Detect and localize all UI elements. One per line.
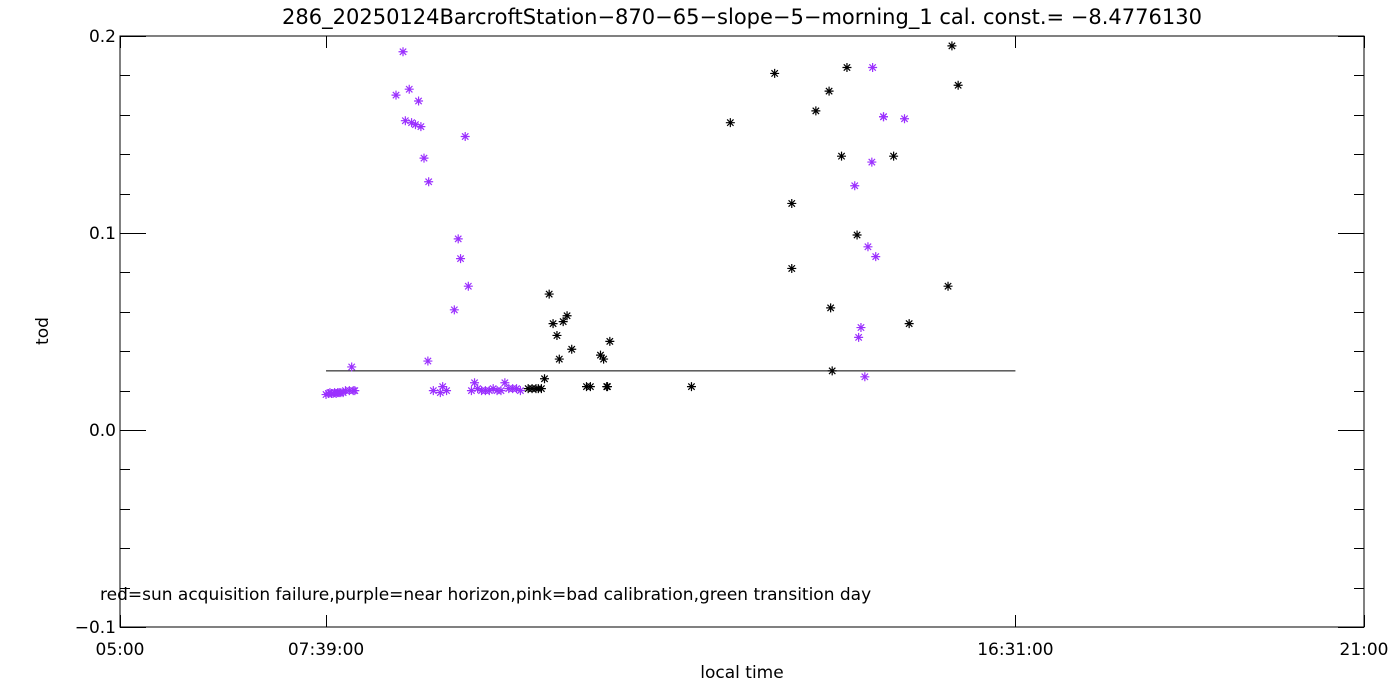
data-point-s0 — [391, 90, 401, 100]
data-point-s1 — [787, 263, 797, 273]
data-point-s1 — [595, 350, 605, 360]
data-point-s0 — [856, 323, 866, 333]
data-point-s0 — [449, 305, 459, 315]
x-tick-label: 16:31:00 — [977, 640, 1053, 660]
data-point-s1 — [811, 106, 821, 116]
data-point-s0 — [400, 116, 410, 126]
plot-border — [119, 35, 1365, 628]
data-point-s0 — [321, 390, 331, 400]
data-point-s0 — [453, 234, 463, 244]
data-point-s1 — [562, 311, 572, 321]
data-point-s1 — [686, 382, 696, 392]
legend-note: red=sun acquisition failure,purple=near … — [100, 585, 871, 605]
data-point-s0 — [484, 386, 494, 396]
data-point-s2 — [953, 80, 963, 90]
data-point-s0 — [496, 386, 506, 396]
x-axis-label: local time — [700, 663, 783, 683]
data-point-s0 — [871, 252, 881, 262]
y-tick-label: −0.1 — [75, 618, 116, 638]
data-point-s1 — [567, 344, 577, 354]
data-point-s1 — [824, 86, 834, 96]
data-points — [321, 41, 963, 400]
data-point-s0 — [463, 281, 473, 291]
data-point-s1 — [554, 354, 564, 364]
data-point-s0 — [414, 96, 424, 106]
data-point-s1 — [943, 281, 953, 291]
data-point-s0 — [500, 378, 510, 388]
chart-title: 286_20250124BarcroftStation−870−65−slope… — [282, 5, 1202, 30]
data-point-s0 — [347, 362, 357, 372]
data-point-s0 — [867, 157, 877, 167]
y-axis-ticks: −0.1 0.0 0.1 0.2 — [75, 27, 1364, 638]
data-point-s0 — [512, 384, 522, 394]
data-point-s0 — [863, 242, 873, 252]
data-point-s1 — [552, 330, 562, 340]
x-tick-label: 07:39:00 — [288, 640, 364, 660]
data-point-s1 — [904, 319, 914, 329]
data-point-s1 — [725, 118, 735, 128]
data-point-s0 — [438, 382, 448, 392]
data-point-s0 — [854, 332, 864, 342]
data-point-s1 — [558, 317, 568, 327]
data-point-s0 — [350, 386, 360, 396]
data-point-s0 — [473, 384, 483, 394]
data-point-s1 — [605, 336, 615, 346]
data-point-s0 — [407, 118, 417, 128]
data-point-s0 — [442, 386, 452, 396]
data-point-s0 — [460, 131, 470, 141]
data-point-s1 — [826, 303, 836, 313]
y-tick-label: 0.2 — [89, 27, 116, 47]
y-tick-label: 0.1 — [89, 224, 116, 244]
data-point-s0 — [850, 181, 860, 191]
data-point-s1 — [827, 366, 837, 376]
data-point-s0 — [424, 177, 434, 187]
x-tick-label: 05:00 — [96, 640, 145, 660]
data-point-s0 — [428, 386, 438, 396]
data-point-s1 — [889, 151, 899, 161]
data-point-s0 — [899, 114, 909, 124]
data-point-s0 — [515, 386, 525, 396]
data-point-s0 — [466, 386, 476, 396]
data-point-s1 — [585, 382, 595, 392]
data-point-s1 — [852, 230, 862, 240]
data-point-s0 — [404, 84, 414, 94]
data-point-s0 — [423, 356, 433, 366]
data-point-s0 — [398, 47, 408, 57]
data-point-s2 — [947, 41, 957, 51]
data-point-s1 — [536, 384, 546, 394]
plot-frame — [119, 35, 1365, 628]
data-point-s0 — [470, 378, 480, 388]
y-tick-label: 0.0 — [89, 421, 116, 441]
data-point-s0 — [416, 122, 426, 132]
data-point-s1 — [599, 354, 609, 364]
data-point-s1 — [787, 198, 797, 208]
data-point-s0 — [868, 63, 878, 73]
x-tick-label: 21:00 — [1340, 640, 1389, 660]
data-point-s0 — [435, 388, 445, 398]
data-point-s1 — [837, 151, 847, 161]
data-point-s0 — [419, 153, 429, 163]
y-axis-label: tod — [33, 317, 53, 345]
data-point-s0 — [860, 372, 870, 382]
data-point-s0 — [410, 120, 420, 130]
data-point-s0 — [456, 254, 466, 264]
data-point-s1 — [842, 63, 852, 73]
data-point-s1 — [602, 382, 612, 392]
data-point-s0 — [879, 112, 889, 122]
data-point-s1 — [544, 289, 554, 299]
data-point-s1 — [770, 68, 780, 78]
data-point-s1 — [548, 319, 558, 329]
data-point-s1 — [540, 374, 550, 384]
x-axis-ticks: 05:00 07:39:00 16:31:00 21:00 — [96, 36, 1389, 660]
data-point-s0 — [488, 384, 498, 394]
